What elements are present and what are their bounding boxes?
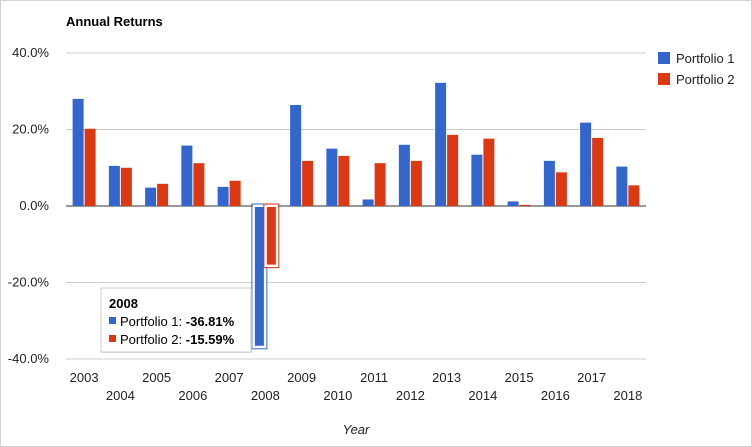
bar-highlight-outline <box>251 203 268 350</box>
bar-portfolio-1-2010[interactable] <box>326 148 338 206</box>
x-tick-label: 2010 <box>323 388 352 403</box>
chart-title: Annual Returns <box>66 14 163 29</box>
bar-portfolio-1-2012[interactable] <box>398 144 410 206</box>
tooltip-swatch <box>109 317 116 324</box>
x-axis-tick-labels: 2003 2004 2005 2006 2007 2008 2009 2010 2011 2012… <box>70 370 643 403</box>
legend-label: Portfolio 1 <box>676 51 735 66</box>
y-tick-label: 20.0% <box>12 122 49 137</box>
bar-portfolio-2-2017[interactable] <box>592 137 604 206</box>
x-tick-label: 2007 <box>215 370 244 385</box>
bar-portfolio-1-2015[interactable] <box>507 201 519 206</box>
bar-portfolio-1-2005[interactable] <box>145 187 157 206</box>
bar-portfolio-1-2013[interactable] <box>435 82 447 206</box>
bar-portfolio-2-2016[interactable] <box>555 172 567 206</box>
bar-portfolio-1-2017[interactable] <box>580 122 592 206</box>
bar-portfolio-1-2016[interactable] <box>543 160 555 206</box>
bar-portfolio-1-2008[interactable] <box>252 205 266 348</box>
bar-portfolio-1-2009[interactable] <box>290 105 302 206</box>
tooltip-row-value: -36.81% <box>186 314 235 329</box>
legend-label: Portfolio 2 <box>676 72 735 87</box>
bar-portfolio-2-2006[interactable] <box>193 163 205 206</box>
y-tick-label: -20.0% <box>8 275 50 290</box>
bar-portfolio-2-2009[interactable] <box>302 160 314 206</box>
bar-portfolio-2-2014[interactable] <box>483 138 495 206</box>
tooltip-row-value: -15.59% <box>186 332 235 347</box>
x-tick-label: 2018 <box>613 388 642 403</box>
bars <box>72 82 640 350</box>
bar-portfolio-2-2011[interactable] <box>374 163 386 206</box>
x-tick-label: 2013 <box>432 370 461 385</box>
bar-portfolio-2-2012[interactable] <box>410 160 422 206</box>
tooltip-box <box>100 287 252 353</box>
x-tick-label: 2015 <box>505 370 534 385</box>
bar-portfolio-2-2008[interactable] <box>264 205 278 267</box>
x-tick-label: 2005 <box>142 370 171 385</box>
bar-portfolio-2-2015[interactable] <box>519 204 531 206</box>
x-tick-label: 2006 <box>178 388 207 403</box>
bar-portfolio-2-2005[interactable] <box>157 183 169 206</box>
bar-portfolio-2-2007[interactable] <box>229 180 241 206</box>
bar-portfolio-2-2018[interactable] <box>628 185 640 206</box>
x-tick-label: 2008 <box>251 388 280 403</box>
x-tick-label: 2003 <box>70 370 99 385</box>
bar-portfolio-1-2007[interactable] <box>217 186 229 206</box>
x-axis-title: Year <box>343 422 370 437</box>
legend-swatch <box>658 73 670 85</box>
y-tick-label: -40.0% <box>8 351 50 366</box>
bar-portfolio-1-2014[interactable] <box>471 154 483 206</box>
legend-swatch <box>658 52 670 64</box>
x-tick-label: 2014 <box>468 388 497 403</box>
bar-portfolio-1-2006[interactable] <box>181 145 193 206</box>
legend[interactable]: Portfolio 1 Portfolio 2 <box>658 51 735 87</box>
bar-portfolio-1-2011[interactable] <box>362 199 374 206</box>
y-tick-label: 0.0% <box>19 198 49 213</box>
bar-portfolio-1-2018[interactable] <box>616 166 628 206</box>
y-tick-label: 40.0% <box>12 45 49 60</box>
tooltip: 2008 Portfolio 1: -36.81% Portfolio 2: -15… <box>100 287 252 353</box>
x-tick-label: 2009 <box>287 370 316 385</box>
x-tick-label: 2012 <box>396 388 425 403</box>
bar-portfolio-2-2003[interactable] <box>84 128 96 206</box>
x-tick-label: 2017 <box>577 370 606 385</box>
tooltip-swatch <box>109 335 116 342</box>
bar-portfolio-2-2004[interactable] <box>120 167 132 206</box>
x-tick-label: 2004 <box>106 388 135 403</box>
bar-portfolio-2-2013[interactable] <box>447 134 459 206</box>
bar-portfolio-1-2004[interactable] <box>108 165 120 206</box>
x-tick-label: 2016 <box>541 388 570 403</box>
tooltip-title: 2008 <box>109 296 138 311</box>
tooltip-row-label: Portfolio 1: -36.81% <box>120 314 235 329</box>
tooltip-row-label: Portfolio 2: -15.59% <box>120 332 235 347</box>
y-axis-tick-labels: 40.0% 20.0% 0.0% -20.0% -40.0% <box>8 45 50 366</box>
bar-portfolio-1-2003[interactable] <box>72 98 84 206</box>
x-tick-label: 2011 <box>360 370 388 385</box>
bar-portfolio-2-2010[interactable] <box>338 155 350 206</box>
bar-highlight-outline <box>263 203 280 269</box>
